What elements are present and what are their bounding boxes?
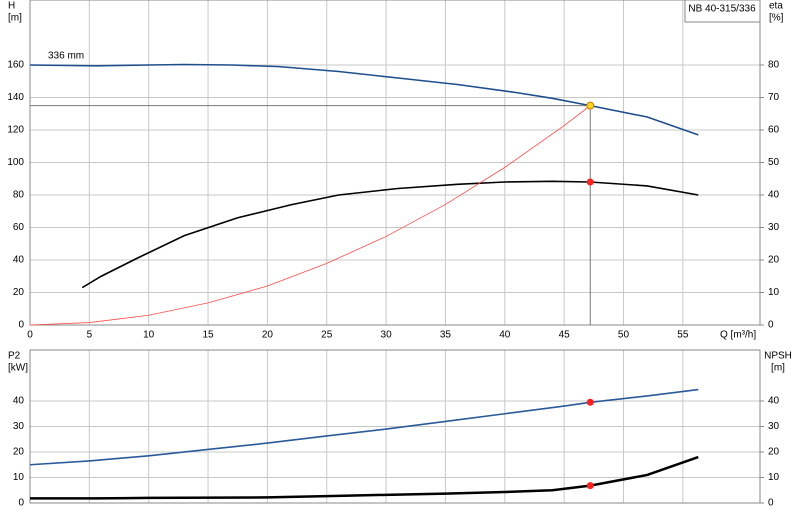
y-tick-label: 20 xyxy=(13,447,25,458)
operating-point xyxy=(586,101,595,110)
series-line xyxy=(29,105,591,326)
series-label: 336 mm xyxy=(48,51,84,62)
operating-point xyxy=(586,178,594,186)
x-tick-label: 40 xyxy=(499,330,511,341)
y2-tick-label: 10 xyxy=(768,287,780,298)
x-tick-label: 15 xyxy=(202,330,214,341)
x-axis-label: Q [m³/h] xyxy=(720,330,756,341)
y-tick-label: 140 xyxy=(7,92,24,103)
y2-tick-label: 10 xyxy=(768,472,780,483)
series-line xyxy=(30,455,699,500)
y-axis-label: P2 xyxy=(8,351,21,362)
x-tick-label: 5 xyxy=(87,330,93,341)
y2-tick-label: 30 xyxy=(768,421,780,432)
y-tick-label: 0 xyxy=(18,320,24,331)
y2-axis-label: [m] xyxy=(771,363,785,374)
y-tick-label: 120 xyxy=(7,125,24,136)
y2-axis-label: [%] xyxy=(769,13,784,24)
series-line xyxy=(29,63,699,136)
series-line xyxy=(81,180,699,289)
x-tick-label: 30 xyxy=(381,330,393,341)
y2-tick-label: 40 xyxy=(768,190,780,201)
y2-tick-label: 20 xyxy=(768,447,780,458)
y2-tick-label: 0 xyxy=(768,498,774,509)
x-tick-label: 25 xyxy=(321,330,333,341)
y2-tick-label: 50 xyxy=(768,157,780,168)
y2-tick-label: 30 xyxy=(768,222,780,233)
x-tick-label: 50 xyxy=(618,330,630,341)
y-axis-label: H xyxy=(8,1,15,12)
x-tick-label: 45 xyxy=(559,330,571,341)
y2-axis-label: eta xyxy=(769,1,783,12)
x-tick-label: 35 xyxy=(440,330,452,341)
y-tick-label: 0 xyxy=(18,498,24,509)
y-tick-label: 30 xyxy=(13,421,25,432)
y2-tick-label: 70 xyxy=(768,92,780,103)
y-tick-label: 40 xyxy=(13,396,25,407)
operating-point xyxy=(586,482,594,490)
plot-frame xyxy=(29,349,761,504)
y-tick-label: 40 xyxy=(13,255,25,266)
y2-axis-label: NPSH xyxy=(764,351,792,362)
title-box xyxy=(684,0,761,23)
y-tick-label: 60 xyxy=(13,222,25,233)
y-tick-label: 10 xyxy=(13,472,25,483)
y-tick-label: 80 xyxy=(13,190,25,201)
y-axis-label: [m] xyxy=(8,13,22,24)
x-tick-label: 20 xyxy=(262,330,274,341)
chart-title: NB 40-315/336 xyxy=(688,4,756,15)
plot-frame xyxy=(29,0,761,326)
operating-point xyxy=(586,398,594,406)
x-tick-label: 10 xyxy=(143,330,155,341)
x-tick-label: 0 xyxy=(27,330,33,341)
x-tick-label: 55 xyxy=(677,330,689,341)
y2-tick-label: 20 xyxy=(768,255,780,266)
y2-tick-label: 40 xyxy=(768,396,780,407)
y-tick-label: 20 xyxy=(13,287,25,298)
y2-tick-label: 60 xyxy=(768,125,780,136)
y-tick-label: 160 xyxy=(7,60,24,71)
y2-tick-label: 0 xyxy=(768,320,774,331)
y2-tick-label: 80 xyxy=(768,60,780,71)
y-tick-label: 100 xyxy=(7,157,24,168)
y-axis-label: [kW] xyxy=(8,363,28,374)
